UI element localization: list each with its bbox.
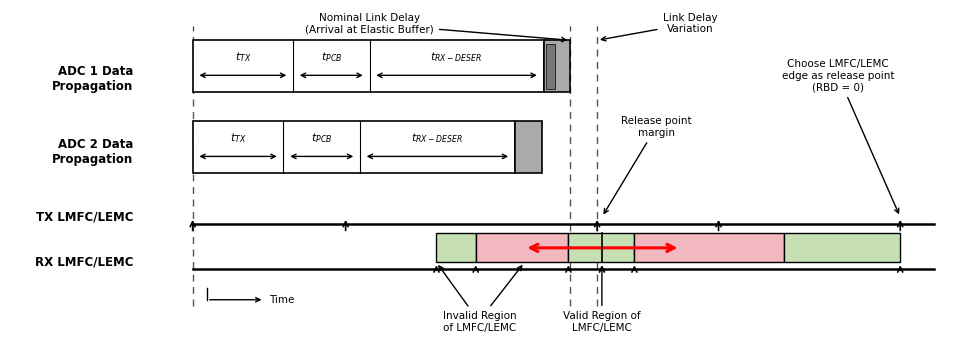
Text: TX LMFC/LEMC: TX LMFC/LEMC bbox=[35, 211, 133, 223]
Bar bbox=[476, 233, 569, 263]
Bar bbox=[569, 233, 635, 263]
Text: Valid Region of
LMFC/LEMC: Valid Region of LMFC/LEMC bbox=[563, 267, 641, 333]
Bar bbox=[436, 233, 476, 263]
Text: Choose LMFC/LEMC
edge as release point
(RBD = 0): Choose LMFC/LEMC edge as release point (… bbox=[782, 59, 899, 213]
Text: Nominal Link Delay
(Arrival at Elastic Buffer): Nominal Link Delay (Arrival at Elastic B… bbox=[305, 13, 566, 42]
Text: $t_{TX}$: $t_{TX}$ bbox=[235, 50, 251, 64]
Text: ADC 1 Data
Propagation: ADC 1 Data Propagation bbox=[52, 65, 133, 93]
Text: $t_{PCB}$: $t_{PCB}$ bbox=[311, 131, 333, 145]
Bar bbox=[547, 43, 555, 89]
Bar bbox=[193, 40, 544, 92]
Text: ADC 2 Data
Propagation: ADC 2 Data Propagation bbox=[52, 138, 133, 166]
Bar bbox=[635, 233, 784, 263]
Bar bbox=[784, 233, 901, 263]
Bar bbox=[544, 40, 571, 92]
Text: Time: Time bbox=[269, 295, 294, 305]
Text: RX LMFC/LEMC: RX LMFC/LEMC bbox=[35, 256, 133, 269]
Bar bbox=[193, 121, 515, 173]
Bar bbox=[515, 121, 542, 173]
Text: Invalid Region
of LMFC/LEMC: Invalid Region of LMFC/LEMC bbox=[439, 266, 516, 333]
Text: $t_{RX-DESER}$: $t_{RX-DESER}$ bbox=[411, 131, 463, 145]
Text: $t_{TX}$: $t_{TX}$ bbox=[230, 131, 246, 145]
Text: $t_{RX-DESER}$: $t_{RX-DESER}$ bbox=[431, 50, 482, 64]
Text: Link Delay
Variation: Link Delay Variation bbox=[601, 13, 717, 41]
Text: Release point
margin: Release point margin bbox=[604, 116, 691, 213]
Text: $t_{PCB}$: $t_{PCB}$ bbox=[320, 50, 342, 64]
